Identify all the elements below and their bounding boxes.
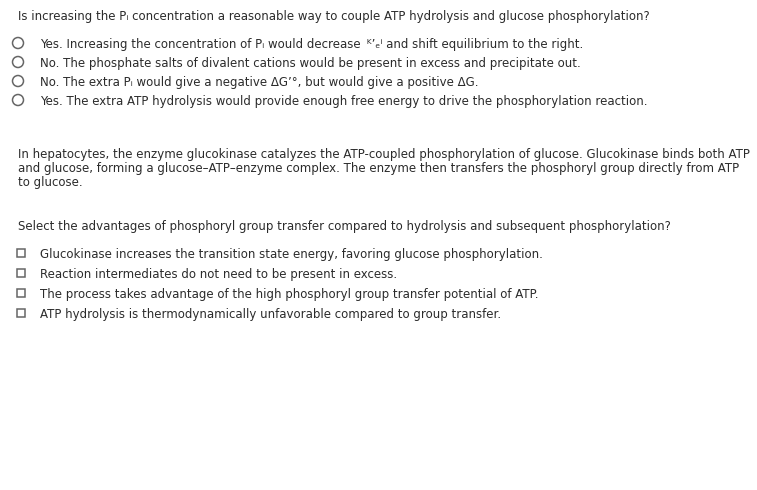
Text: Glucokinase increases the transition state energy, favoring glucose phosphorylat: Glucokinase increases the transition sta… [40,248,543,261]
Text: Is increasing the Pᵢ concentration a reasonable way to couple ATP hydrolysis and: Is increasing the Pᵢ concentration a rea… [18,10,650,23]
Bar [17,309,25,317]
Text: The process takes advantage of the high phosphoryl group transfer potential of A: The process takes advantage of the high … [40,288,538,301]
Bar [17,269,25,277]
Text: and glucose, forming a glucose–ATP–enzyme complex. The enzyme then transfers the: and glucose, forming a glucose–ATP–enzym… [18,162,739,175]
Text: to glucose.: to glucose. [18,176,83,189]
Text: In hepatocytes, the enzyme glucokinase catalyzes the ATP-coupled phosphorylation: In hepatocytes, the enzyme glucokinase c… [18,148,750,161]
Bar [17,249,25,257]
Text: ATP hydrolysis is thermodynamically unfavorable compared to group transfer.: ATP hydrolysis is thermodynamically unfa… [40,308,501,321]
Text: No. The phosphate salts of divalent cations would be present in excess and preci: No. The phosphate salts of divalent cati… [40,57,581,70]
Text: Yes. Increasing the concentration of Pᵢ would decrease  ᴷ’ₑⁱ and shift equilibri: Yes. Increasing the concentration of Pᵢ … [40,38,583,51]
Text: No. The extra Pᵢ would give a negative ΔG’°, but would give a positive ΔG.: No. The extra Pᵢ would give a negative Δ… [40,76,478,89]
Text: Yes. The extra ATP hydrolysis would provide enough free energy to drive the phos: Yes. The extra ATP hydrolysis would prov… [40,95,647,108]
Text: Reaction intermediates do not need to be present in excess.: Reaction intermediates do not need to be… [40,268,397,281]
Text: Select the advantages of phosphoryl group transfer compared to hydrolysis and su: Select the advantages of phosphoryl grou… [18,220,671,233]
Bar [17,289,25,297]
